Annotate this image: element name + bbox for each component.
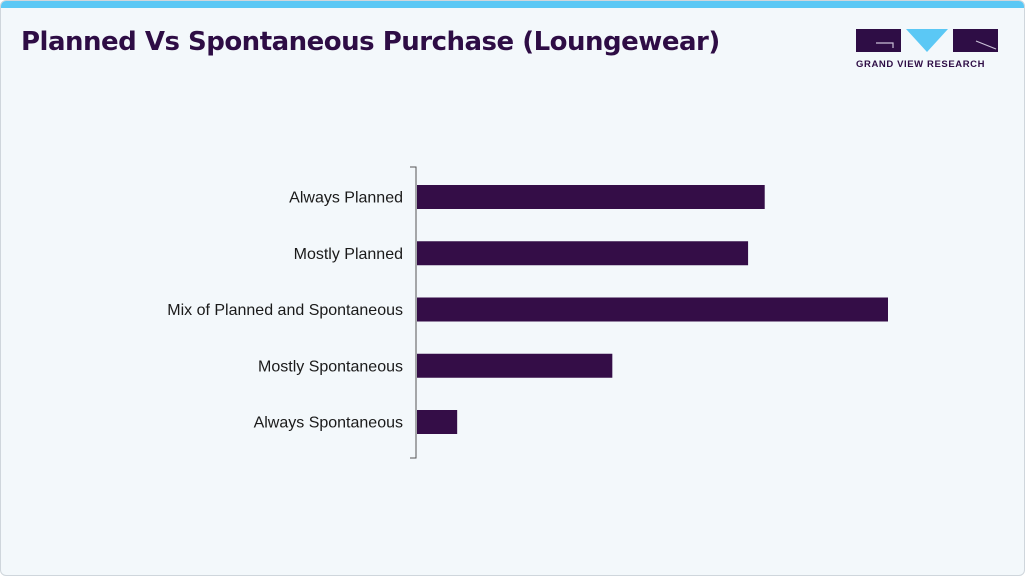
category-label: Mix of Planned and Spontaneous [167, 302, 403, 319]
bar-mostly-spontaneous [417, 353, 613, 378]
y-axis-line [410, 166, 417, 459]
bar-always-spontaneous [417, 410, 458, 434]
bar-mostly-planned [417, 241, 749, 266]
category-label: Always Spontaneous [254, 415, 403, 432]
bar-always-planned [417, 185, 765, 209]
grand-view-research-logo [856, 29, 998, 52]
bar-mix-of-planned-and-spontaneous [417, 297, 888, 322]
category-label: Mostly Planned [294, 246, 403, 263]
chart-title: Planned Vs Spontaneous Purchase (Loungew… [21, 27, 720, 57]
accent-bar [1, 1, 1024, 8]
logo-text: GRAND VIEW RESEARCH [856, 59, 986, 70]
category-label: Always Planned [289, 190, 403, 207]
category-label: Mostly Spontaneous [258, 358, 403, 375]
